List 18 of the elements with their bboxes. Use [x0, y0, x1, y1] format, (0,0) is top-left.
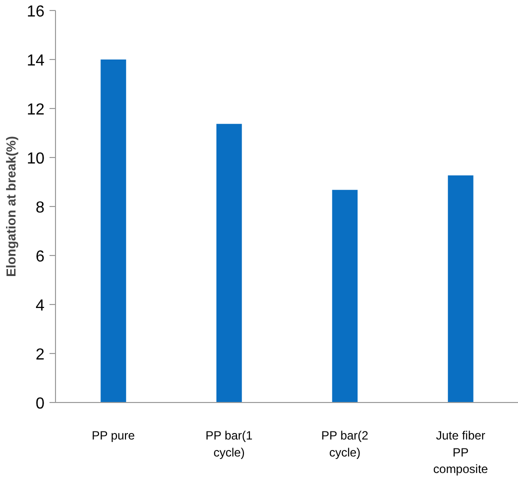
bar [100, 60, 126, 402]
y-tick-label: 2 [36, 346, 45, 364]
y-tick-label: 16 [26, 4, 45, 20]
bar [332, 190, 358, 402]
x-tick-label: Jute fiber PP composite [433, 428, 488, 476]
y-tick-label: 10 [26, 150, 45, 168]
bar [216, 124, 242, 402]
y-tick-label: 0 [36, 396, 45, 412]
x-tick-label: PP bar(1 cycle) [205, 428, 253, 460]
y-tick-label: 12 [26, 102, 45, 118]
y-tick-label: 8 [36, 200, 45, 216]
y-tick-label: 4 [36, 298, 45, 314]
y-axis-title: Elongation at break(%) [4, 136, 19, 277]
x-tick-label: PP pure [92, 428, 136, 442]
y-tick-label: 6 [36, 248, 45, 266]
bar [448, 175, 474, 402]
y-tick-label: 14 [26, 52, 45, 70]
x-tick-label: PP bar(2 cycle) [321, 428, 369, 460]
